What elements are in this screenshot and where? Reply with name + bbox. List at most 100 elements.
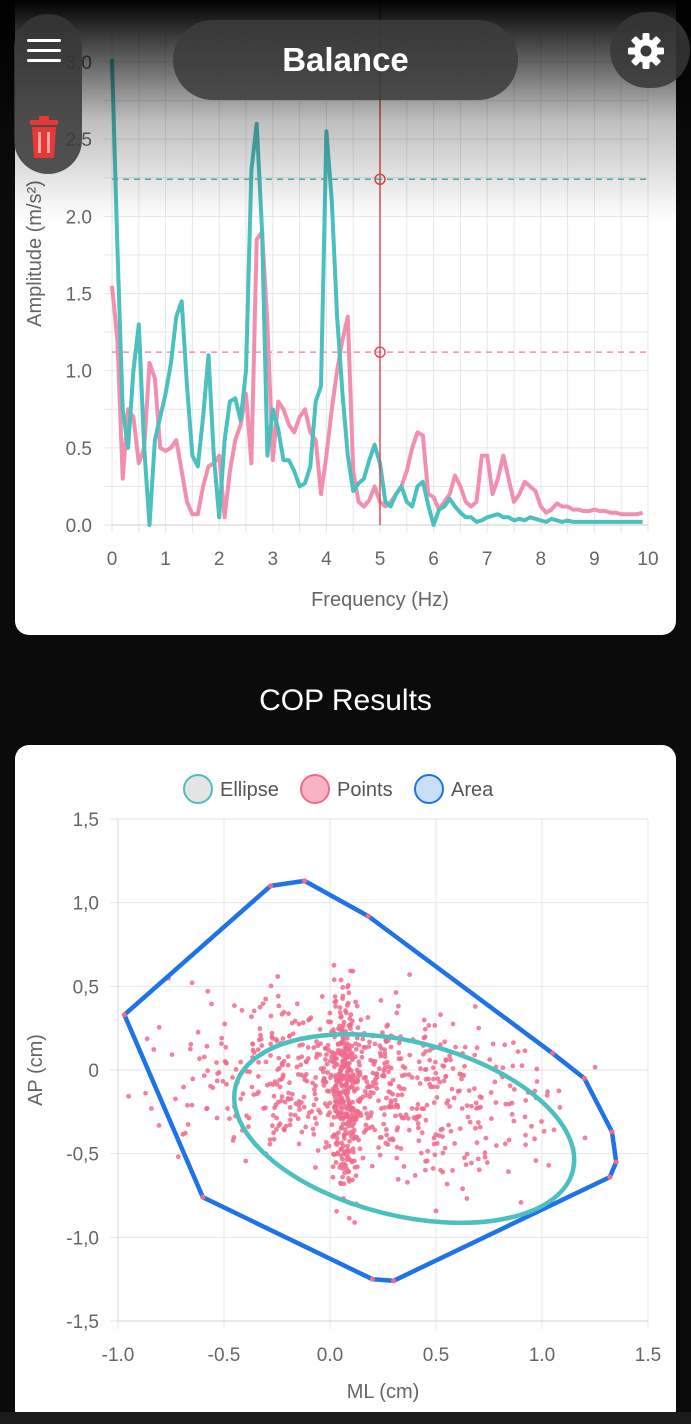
scatter-point bbox=[510, 1063, 516, 1069]
scatter-point bbox=[431, 1100, 437, 1106]
scatter-point bbox=[257, 1026, 263, 1032]
scatter-point bbox=[181, 1084, 187, 1090]
scatter-point bbox=[342, 1127, 348, 1132]
scatter-point bbox=[321, 1083, 327, 1088]
scatter-point bbox=[424, 1102, 430, 1108]
scatter-point bbox=[345, 984, 350, 990]
scatter-point bbox=[345, 1143, 350, 1149]
scatter-point bbox=[323, 1046, 329, 1052]
scatter-point bbox=[473, 1100, 479, 1106]
marker-point bbox=[374, 346, 386, 358]
scatter-point bbox=[350, 1123, 355, 1129]
scatter-point bbox=[423, 1117, 429, 1123]
scatter-point bbox=[386, 1089, 392, 1094]
scatter-point bbox=[331, 962, 337, 968]
scatter-point bbox=[343, 1112, 349, 1118]
scatter-point bbox=[438, 1127, 444, 1133]
scatter-point bbox=[482, 1154, 488, 1160]
scatter-point bbox=[197, 1056, 202, 1062]
scatter-point bbox=[343, 1162, 348, 1168]
y-tick-label: 1.5 bbox=[66, 285, 92, 306]
scatter-point bbox=[270, 1123, 275, 1129]
scatter-point bbox=[357, 1099, 362, 1104]
gear-icon[interactable] bbox=[627, 32, 665, 70]
hamburger-menu-icon[interactable] bbox=[27, 39, 61, 65]
scatter-point bbox=[327, 1010, 333, 1016]
x-tick-label: 1 bbox=[160, 549, 171, 570]
scatter-point bbox=[359, 1054, 365, 1060]
scatter-point bbox=[433, 1070, 439, 1076]
scatter-point bbox=[349, 1117, 355, 1123]
scatter-point bbox=[352, 1158, 357, 1164]
scatter-point bbox=[337, 1023, 343, 1029]
scatter-point bbox=[341, 1073, 347, 1079]
scatter-point bbox=[187, 1046, 193, 1052]
scatter-point bbox=[173, 1096, 178, 1102]
scatter-point bbox=[332, 1056, 338, 1061]
scatter-point bbox=[227, 1116, 232, 1122]
scatter-point bbox=[377, 1152, 383, 1158]
scatter-point bbox=[372, 1041, 378, 1047]
scatter-point bbox=[263, 1105, 268, 1111]
scatter-point bbox=[433, 1132, 439, 1137]
scatter-point bbox=[189, 1102, 195, 1108]
scatter-point bbox=[305, 1114, 311, 1120]
scatter-point bbox=[185, 1122, 191, 1127]
trash-icon[interactable] bbox=[28, 116, 60, 160]
scatter-point bbox=[489, 1116, 494, 1121]
scatter-point bbox=[314, 1121, 319, 1127]
scatter-point bbox=[371, 1090, 376, 1096]
scatter-point bbox=[448, 1057, 453, 1063]
scatter-point bbox=[239, 1007, 245, 1013]
scatter-point bbox=[341, 1151, 347, 1156]
scatter-point bbox=[317, 1052, 323, 1057]
scatter-point bbox=[222, 1021, 228, 1027]
scatter-point bbox=[427, 1048, 433, 1053]
bottom-bar bbox=[0, 1412, 691, 1424]
scatter-point bbox=[376, 1066, 382, 1072]
scatter-point bbox=[345, 1072, 351, 1078]
scatter-point bbox=[475, 1105, 481, 1111]
scatter-point bbox=[354, 1003, 360, 1009]
scatter-point bbox=[342, 1052, 348, 1058]
scatter-point bbox=[348, 1068, 354, 1073]
scatter-point bbox=[313, 1165, 318, 1170]
scatter-point bbox=[395, 1092, 401, 1098]
scatter-point bbox=[406, 1127, 412, 1133]
scatter-point bbox=[333, 1132, 339, 1138]
scatter-point bbox=[338, 977, 344, 983]
scatter-point bbox=[509, 1100, 515, 1106]
y-axis-label: AP (cm) bbox=[25, 1034, 47, 1106]
scatter-point bbox=[338, 1090, 344, 1096]
scatter-point bbox=[533, 1158, 539, 1163]
scatter-point bbox=[268, 1013, 274, 1019]
scatter-point bbox=[215, 1071, 221, 1076]
y-tick-label: 1,0 bbox=[73, 894, 99, 915]
scatter-point bbox=[342, 1170, 347, 1176]
scatter-point bbox=[195, 1029, 201, 1035]
scatter-point bbox=[502, 1042, 508, 1048]
scatter-point bbox=[224, 1081, 229, 1087]
x-axis-label: ML (cm) bbox=[347, 1381, 420, 1403]
y-tick-label: 1,5 bbox=[73, 810, 99, 831]
scatter-point bbox=[340, 985, 346, 990]
scatter-point bbox=[286, 1011, 291, 1016]
scatter-point bbox=[459, 1076, 464, 1082]
x-axis-label: Frequency (Hz) bbox=[311, 589, 449, 611]
scatter-point bbox=[334, 1208, 339, 1214]
scatter-point bbox=[350, 1073, 356, 1079]
scatter-point bbox=[332, 1088, 337, 1094]
scatter-point bbox=[339, 1156, 345, 1162]
scatter-point bbox=[280, 1062, 285, 1068]
scatter-point bbox=[273, 1037, 279, 1042]
scatter-point bbox=[423, 1167, 428, 1173]
scatter-point bbox=[477, 1124, 483, 1130]
x-tick-label: 6 bbox=[428, 549, 439, 570]
scatter-point bbox=[355, 1164, 360, 1170]
scatter-point bbox=[319, 994, 325, 999]
scatter-point bbox=[283, 1123, 289, 1129]
scatter-point bbox=[285, 1062, 291, 1068]
scatter-point bbox=[389, 1136, 395, 1142]
scatter-point bbox=[317, 1027, 323, 1032]
scatter-point bbox=[423, 1067, 429, 1072]
